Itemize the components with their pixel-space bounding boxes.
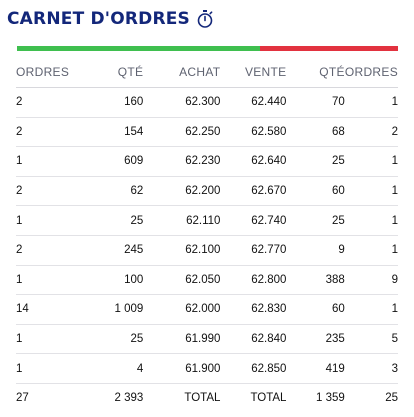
buy-orders-cell: 1 (16, 146, 70, 177)
sell-orders-cell: 1 (344, 294, 398, 325)
table-row: 1 100 62.050 62.800 388 9 (16, 265, 398, 296)
bid-price-cell: 62.300 (143, 87, 221, 118)
sell-orders-cell: 9 (344, 265, 398, 296)
total-ask-price-cell: TOTAL (250, 392, 287, 405)
table-row: 1 609 62.230 62.640 25 1 (16, 146, 398, 177)
total-sell-orders-cell: 25 (385, 392, 398, 405)
bid-price-cell: 62.000 (143, 294, 221, 325)
bid-price-cell: 61.990 (143, 324, 221, 355)
column-header-buy-orders: ORDRES (16, 57, 70, 88)
sell-qty-cell: 25 (286, 205, 345, 236)
ask-price-cell: 62.840 (220, 324, 287, 355)
bid-price-cell: 62.110 (143, 205, 221, 236)
ask-price-cell: 62.850 (220, 353, 287, 384)
buy-orders-cell: 1 (16, 353, 70, 384)
buy-orders-cell: 1 (16, 265, 70, 296)
total-sell-qty-cell: 1 359 (316, 392, 345, 405)
sell-orders-cell: 5 (344, 324, 398, 355)
table-row: 2 245 62.100 62.770 9 1 (16, 235, 398, 266)
sell-qty-cell: 68 (286, 117, 345, 148)
buy-qty-cell: 154 (69, 117, 144, 148)
sell-qty-cell: 235 (286, 324, 345, 355)
total-buy-orders-cell: 27 (16, 392, 29, 405)
buy-orders-cell: 2 (16, 235, 70, 266)
bid-price-cell: 62.100 (143, 235, 221, 266)
sell-qty-cell: 60 (286, 176, 345, 207)
buy-qty-cell: 1 009 (69, 294, 144, 325)
column-header-buy-qty: QTÉ (69, 57, 144, 88)
totals-row: 27 2 393 TOTAL TOTAL 1 359 25 (16, 383, 398, 412)
sell-qty-cell: 70 (286, 87, 345, 118)
sell-orders-cell: 1 (344, 87, 398, 118)
order-book-table: ORDRES QTÉ ACHAT VENTE QTÉ ORDRES 2 160 62… (16, 57, 398, 413)
buy-orders-cell: 2 (16, 117, 70, 148)
buy-orders-cell: 2 (16, 87, 70, 118)
buy-qty-cell: 100 (69, 265, 144, 296)
buy-volume-bar (17, 46, 260, 51)
ask-price-cell: 62.670 (220, 176, 287, 207)
column-header-ask: VENTE (220, 57, 287, 88)
total-bid-price-cell: TOTAL (184, 392, 221, 405)
buy-orders-cell: 1 (16, 324, 70, 355)
table-row: 1 25 62.110 62.740 25 1 (16, 205, 398, 236)
table-row: 1 25 61.990 62.840 235 5 (16, 324, 398, 355)
bid-price-cell: 62.050 (143, 265, 221, 296)
bid-price-cell: 62.200 (143, 176, 221, 207)
stopwatch-icon[interactable] (196, 9, 214, 29)
table-row: 14 1 009 62.000 62.830 60 1 (16, 294, 398, 325)
buy-sell-balance-bar (17, 46, 398, 51)
table-row: 1 4 61.900 62.850 419 3 (16, 353, 398, 384)
ask-price-cell: 62.580 (220, 117, 287, 148)
buy-qty-cell: 160 (69, 87, 144, 118)
sell-orders-cell: 1 (344, 176, 398, 207)
ask-price-cell: 62.800 (220, 265, 287, 296)
table-row: 2 154 62.250 62.580 68 2 (16, 117, 398, 148)
sell-orders-cell: 1 (344, 146, 398, 177)
column-header-sell-orders: ORDRES (344, 57, 398, 88)
bid-price-cell: 62.250 (143, 117, 221, 148)
buy-orders-cell: 2 (16, 176, 70, 207)
ask-price-cell: 62.640 (220, 146, 287, 177)
sell-orders-cell: 3 (344, 353, 398, 384)
ask-price-cell: 62.830 (220, 294, 287, 325)
ask-price-cell: 62.740 (220, 205, 287, 236)
order-book-header: CARNET D'ORDRES (7, 6, 214, 32)
buy-orders-cell: 14 (16, 294, 70, 325)
table-header-row: ORDRES QTÉ ACHAT VENTE QTÉ ORDRES (16, 57, 398, 88)
column-header-bid: ACHAT (143, 57, 221, 88)
column-header-sell-qty: QTÉ (286, 57, 345, 88)
sell-qty-cell: 25 (286, 146, 345, 177)
buy-qty-cell: 25 (69, 205, 144, 236)
bid-price-cell: 61.900 (143, 353, 221, 384)
sell-qty-cell: 9 (286, 235, 345, 266)
sell-volume-bar (259, 46, 398, 51)
buy-orders-cell: 1 (16, 205, 70, 236)
ask-price-cell: 62.440 (220, 87, 287, 118)
page-title: CARNET D'ORDRES (7, 9, 190, 29)
table-row: 2 160 62.300 62.440 70 1 (16, 87, 398, 118)
ask-price-cell: 62.770 (220, 235, 287, 266)
sell-qty-cell: 419 (286, 353, 345, 384)
total-buy-qty-cell: 2 393 (114, 392, 144, 405)
table-row: 2 62 62.200 62.670 60 1 (16, 176, 398, 207)
bid-price-cell: 62.230 (143, 146, 221, 177)
buy-qty-cell: 609 (69, 146, 144, 177)
sell-orders-cell: 1 (344, 205, 398, 236)
buy-qty-cell: 25 (69, 324, 144, 355)
sell-qty-cell: 388 (286, 265, 345, 296)
buy-qty-cell: 245 (69, 235, 144, 266)
sell-qty-cell: 60 (286, 294, 345, 325)
sell-orders-cell: 2 (344, 117, 398, 148)
buy-qty-cell: 4 (69, 353, 144, 384)
sell-orders-cell: 1 (344, 235, 398, 266)
buy-qty-cell: 62 (69, 176, 144, 207)
